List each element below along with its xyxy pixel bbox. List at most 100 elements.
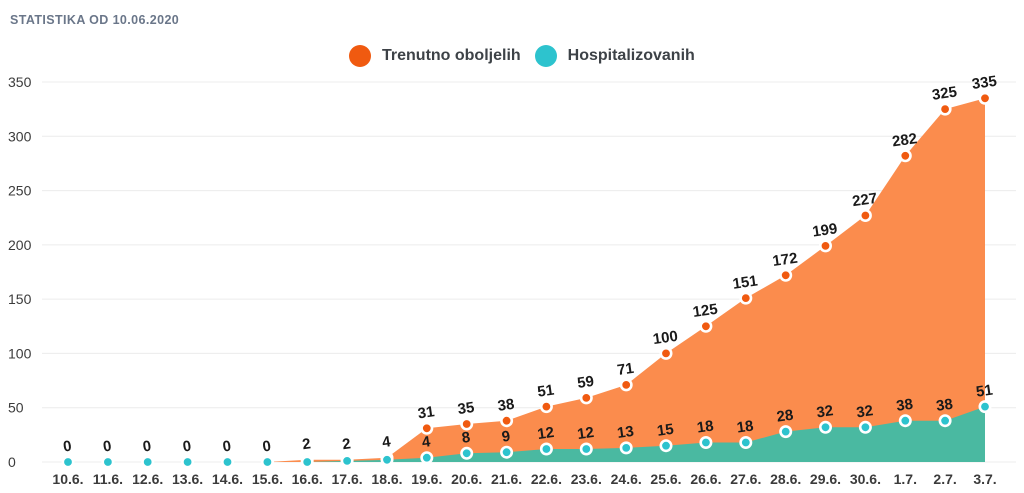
data-point-hospitalizovanih[interactable] <box>619 441 633 455</box>
data-point-hospitalizovanih[interactable] <box>539 442 553 456</box>
data-point-hospitalizovanih[interactable] <box>221 455 235 469</box>
data-point-hospitalizovanih[interactable] <box>380 453 394 467</box>
data-point-trenutno-oboljelih[interactable] <box>500 414 514 428</box>
x-tick-label: 29.6. <box>810 471 841 487</box>
value-label: 28 <box>776 407 795 426</box>
data-point-hospitalizovanih[interactable] <box>858 420 872 434</box>
data-point-trenutno-oboljelih[interactable] <box>978 91 992 105</box>
x-tick-label: 14.6. <box>212 471 243 487</box>
x-tick-label: 25.6. <box>650 471 681 487</box>
data-point-trenutno-oboljelih[interactable] <box>818 239 832 253</box>
data-point-trenutno-oboljelih[interactable] <box>739 291 753 305</box>
x-tick-label: 21.6. <box>491 471 522 487</box>
data-point-hospitalizovanih[interactable] <box>818 420 832 434</box>
x-tick-label: 2.7. <box>933 471 956 487</box>
y-tick-label: 250 <box>8 183 32 199</box>
data-point-hospitalizovanih[interactable] <box>659 439 673 453</box>
value-label: 125 <box>692 301 719 321</box>
data-point-trenutno-oboljelih[interactable] <box>539 400 553 414</box>
data-point-hospitalizovanih[interactable] <box>978 400 992 414</box>
value-label: 32 <box>815 402 834 421</box>
legend-label-trenutno-oboljelih: Trenutno oboljelih <box>382 47 521 64</box>
data-point-trenutno-oboljelih[interactable] <box>938 102 952 116</box>
data-point-hospitalizovanih[interactable] <box>260 455 274 469</box>
x-tick-label: 10.6. <box>52 471 83 487</box>
value-label: 51 <box>536 382 555 401</box>
value-label: 18 <box>696 417 715 436</box>
data-point-trenutno-oboljelih[interactable] <box>779 268 793 282</box>
value-label: 151 <box>732 272 759 292</box>
value-label: 13 <box>616 423 635 442</box>
x-tick-label: 27.6. <box>730 471 761 487</box>
data-point-hospitalizovanih[interactable] <box>420 451 434 465</box>
data-point-hospitalizovanih[interactable] <box>579 442 593 456</box>
y-tick-label: 200 <box>8 237 32 253</box>
data-point-trenutno-oboljelih[interactable] <box>898 149 912 163</box>
data-point-hospitalizovanih[interactable] <box>181 455 195 469</box>
x-tick-label: 22.6. <box>531 471 562 487</box>
data-point-hospitalizovanih[interactable] <box>340 454 354 468</box>
value-label: 32 <box>855 402 874 421</box>
legend-item-hospitalizovanih[interactable]: Hospitalizovanih <box>534 45 695 67</box>
value-label: 31 <box>417 403 436 422</box>
area-trenutno-oboljelih <box>68 98 985 463</box>
value-label: 0 <box>62 438 73 456</box>
legend-dot-teal-icon <box>534 45 557 67</box>
value-label: 9 <box>501 428 512 446</box>
value-label: 2 <box>341 435 352 453</box>
value-label: 51 <box>975 382 994 401</box>
x-tick-label: 18.6. <box>371 471 402 487</box>
data-point-hospitalizovanih[interactable] <box>460 446 474 460</box>
data-point-trenutno-oboljelih[interactable] <box>579 391 593 405</box>
value-label: 0 <box>102 438 113 456</box>
data-point-hospitalizovanih[interactable] <box>938 414 952 428</box>
legend-item-trenutno-oboljelih[interactable]: Trenutno oboljelih <box>349 45 521 67</box>
x-tick-label: 28.6. <box>770 471 801 487</box>
data-point-trenutno-oboljelih[interactable] <box>619 378 633 392</box>
data-point-hospitalizovanih[interactable] <box>779 425 793 439</box>
value-label: 59 <box>576 373 595 392</box>
value-label: 4 <box>421 433 432 451</box>
x-tick-label: 23.6. <box>571 471 602 487</box>
value-label: 0 <box>142 438 153 456</box>
x-tick-label: 12.6. <box>132 471 163 487</box>
value-label: 282 <box>891 130 918 150</box>
data-point-hospitalizovanih[interactable] <box>500 445 514 459</box>
data-point-hospitalizovanih[interactable] <box>699 435 713 449</box>
data-point-trenutno-oboljelih[interactable] <box>659 346 673 360</box>
data-point-hospitalizovanih[interactable] <box>300 455 314 469</box>
data-point-trenutno-oboljelih[interactable] <box>460 417 474 431</box>
data-point-hospitalizovanih[interactable] <box>141 455 155 469</box>
value-label: 172 <box>771 250 798 270</box>
x-tick-label: 16.6. <box>292 471 323 487</box>
value-label: 38 <box>895 396 914 415</box>
x-tick-label: 24.6. <box>611 471 642 487</box>
y-tick-label: 150 <box>8 291 32 307</box>
value-label: 335 <box>971 73 998 93</box>
chart-title: STATISTIKA OD 10.06.2020 <box>10 13 180 27</box>
data-point-trenutno-oboljelih[interactable] <box>699 319 713 333</box>
data-point-hospitalizovanih[interactable] <box>739 435 753 449</box>
data-point-trenutno-oboljelih[interactable] <box>858 209 872 223</box>
data-point-hospitalizovanih[interactable] <box>898 414 912 428</box>
x-tick-label: 13.6. <box>172 471 203 487</box>
data-point-hospitalizovanih[interactable] <box>101 455 115 469</box>
value-label: 35 <box>457 399 476 418</box>
x-tick-label: 19.6. <box>411 471 442 487</box>
data-point-trenutno-oboljelih[interactable] <box>420 421 434 435</box>
y-tick-label: 50 <box>8 400 24 416</box>
x-tick-label: 1.7. <box>894 471 917 487</box>
value-label: 12 <box>536 424 555 443</box>
x-tick-label: 17.6. <box>332 471 363 487</box>
data-point-hospitalizovanih[interactable] <box>61 455 75 469</box>
value-label: 0 <box>261 438 272 456</box>
value-label: 8 <box>461 429 472 447</box>
area-hospitalizovanih <box>68 406 985 462</box>
value-label: 38 <box>935 396 954 415</box>
value-label: 0 <box>222 438 233 456</box>
value-label: 38 <box>497 396 516 415</box>
value-label: 227 <box>851 190 878 210</box>
value-label: 2 <box>301 435 312 453</box>
